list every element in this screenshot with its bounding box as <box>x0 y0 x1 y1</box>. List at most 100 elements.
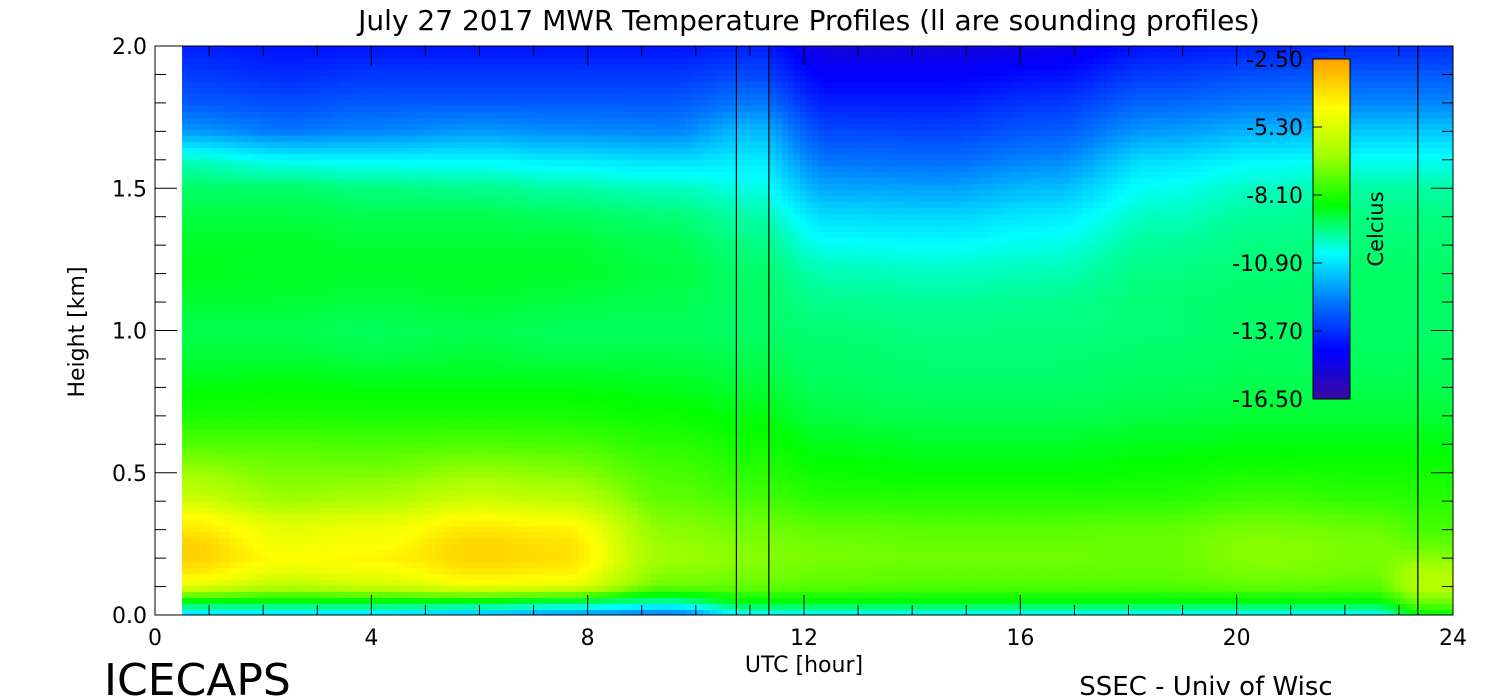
heatmap-cell <box>350 160 357 167</box>
heatmap-cell <box>200 538 207 545</box>
heatmap-cell <box>452 490 459 497</box>
heatmap-cell <box>404 154 411 161</box>
heatmap-cell <box>236 202 243 209</box>
heatmap-cell <box>458 376 465 383</box>
heatmap-cell <box>230 196 237 203</box>
heatmap-cell <box>260 88 267 95</box>
heatmap-cell <box>338 346 345 353</box>
heatmap-cell <box>242 310 249 317</box>
heatmap-cell <box>182 442 189 449</box>
heatmap-cell <box>404 148 411 155</box>
heatmap-cell <box>374 544 381 551</box>
heatmap-cell <box>362 262 369 269</box>
heatmap-cell <box>230 166 237 173</box>
heatmap-cell <box>260 286 267 293</box>
heatmap-cell <box>320 556 327 563</box>
heatmap-cell <box>464 214 471 221</box>
heatmap-cell <box>476 130 483 137</box>
heatmap-cell <box>266 190 273 197</box>
heatmap-cell <box>404 226 411 233</box>
heatmap-cell <box>422 328 429 335</box>
heatmap-cell <box>272 538 279 545</box>
heatmap-cell <box>212 94 219 101</box>
heatmap-cell <box>440 154 447 161</box>
heatmap-cell <box>476 88 483 95</box>
heatmap-cell <box>320 388 327 395</box>
heatmap-cell <box>314 436 321 443</box>
heatmap-cell <box>314 100 321 107</box>
heatmap-cell <box>392 148 399 155</box>
heatmap-cell <box>230 292 237 299</box>
heatmap-cell <box>230 118 237 125</box>
heatmap-cell <box>218 430 225 437</box>
heatmap-cell <box>392 220 399 227</box>
heatmap-cell <box>260 358 267 365</box>
heatmap-cell <box>290 490 297 497</box>
heatmap-cell <box>260 364 267 371</box>
heatmap-cell <box>368 478 375 485</box>
heatmap-cell <box>188 322 195 329</box>
heatmap-cell <box>260 472 267 479</box>
heatmap-cell <box>356 178 363 185</box>
heatmap-cell <box>338 532 345 539</box>
heatmap-cell <box>440 544 447 551</box>
heatmap-cell <box>242 286 249 293</box>
heatmap-cell <box>332 454 339 461</box>
heatmap-cell <box>458 562 465 569</box>
heatmap-cell <box>278 478 285 485</box>
heatmap-cell <box>218 334 225 341</box>
heatmap-cell <box>206 376 213 383</box>
heatmap-cell <box>272 370 279 377</box>
heatmap-cell <box>188 184 195 191</box>
heatmap-cell <box>374 304 381 311</box>
heatmap-cell <box>260 232 267 239</box>
heatmap-cell <box>254 424 261 431</box>
heatmap-cell <box>488 430 495 437</box>
heatmap-cell <box>326 154 333 161</box>
heatmap-cell <box>218 376 225 383</box>
heatmap-cell <box>356 214 363 221</box>
heatmap-cell <box>260 346 267 353</box>
heatmap-cell <box>224 460 231 467</box>
heatmap-cell <box>308 580 315 587</box>
heatmap-cell <box>392 64 399 71</box>
heatmap-cell <box>368 394 375 401</box>
heatmap-cell <box>242 472 249 479</box>
heatmap-cell <box>260 94 267 101</box>
heatmap-cell <box>266 310 273 317</box>
heatmap-cell <box>260 196 267 203</box>
heatmap-cell <box>212 460 219 467</box>
heatmap-cell <box>230 550 237 557</box>
heatmap-cell <box>392 418 399 425</box>
heatmap-cell <box>320 442 327 449</box>
heatmap-cell <box>332 604 339 611</box>
heatmap-cell <box>182 448 189 455</box>
heatmap-cell <box>368 76 375 83</box>
heatmap-cell <box>386 142 393 149</box>
heatmap-cell <box>464 184 471 191</box>
heatmap-cell <box>362 550 369 557</box>
heatmap-cell <box>398 94 405 101</box>
heatmap-cell <box>308 508 315 515</box>
heatmap-cell <box>482 76 489 83</box>
heatmap-cell <box>482 466 489 473</box>
heatmap-cell <box>278 244 285 251</box>
heatmap-cell <box>374 568 381 575</box>
heatmap-cell <box>254 58 261 65</box>
heatmap-cell <box>332 328 339 335</box>
heatmap-cell <box>482 508 489 515</box>
heatmap-cell <box>368 142 375 149</box>
heatmap-cell <box>434 142 441 149</box>
heatmap-cell <box>368 586 375 593</box>
heatmap-cell <box>260 448 267 455</box>
heatmap-cell <box>296 538 303 545</box>
heatmap-cell <box>392 226 399 233</box>
heatmap-cell <box>260 106 267 113</box>
heatmap-cell <box>404 160 411 167</box>
heatmap-cell <box>386 412 393 419</box>
heatmap-cell <box>446 580 453 587</box>
heatmap-cell <box>368 220 375 227</box>
heatmap-cell <box>224 232 231 239</box>
heatmap-cell <box>266 232 273 239</box>
heatmap-cell <box>458 244 465 251</box>
